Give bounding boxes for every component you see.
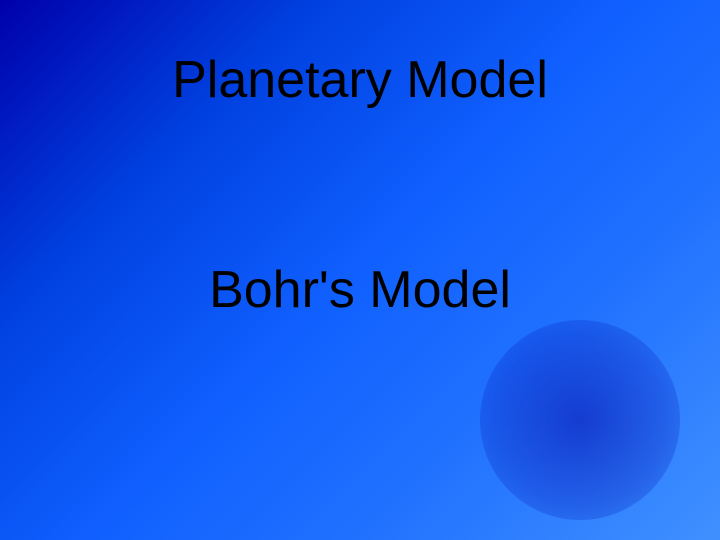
slide-subtitle: Bohr's Model [0, 260, 720, 320]
presentation-slide: Planetary Model Bohr's Model [0, 0, 720, 540]
decorative-circle [480, 320, 680, 520]
slide-title: Planetary Model [0, 50, 720, 110]
